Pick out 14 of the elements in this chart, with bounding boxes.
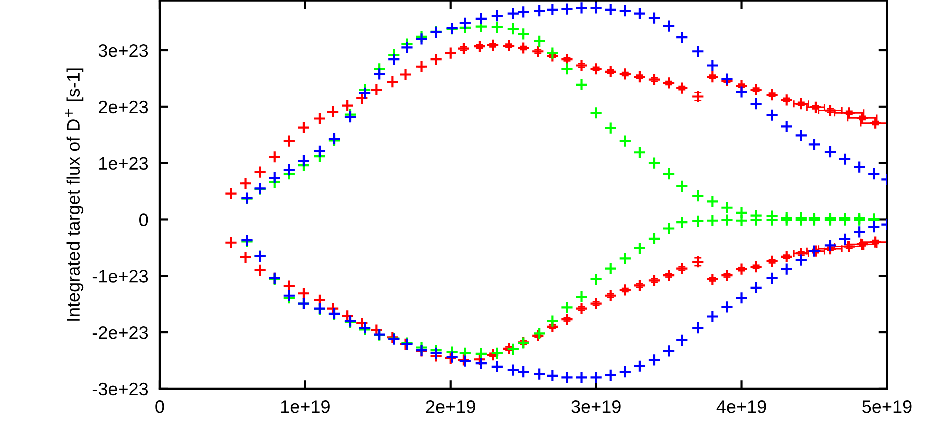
y-tick-label: 0 xyxy=(140,214,148,226)
x-tick-label: 4e+19 xyxy=(716,400,766,414)
x-tick-label: 3e+19 xyxy=(572,400,621,414)
x-tick-label: 1e+19 xyxy=(281,400,330,414)
x-tick-label: 0 xyxy=(156,400,164,414)
y-tick-label: -2e+23 xyxy=(92,326,148,340)
x-tick-label: 5e+19 xyxy=(862,400,912,414)
y-axis-title: Integrated target flux of D$^{+}$ [s-1] xyxy=(65,68,84,321)
y-tick-label: 2e+23 xyxy=(99,100,148,114)
y-tick-label: -1e+23 xyxy=(92,270,148,283)
x-tick-label: 2e+19 xyxy=(426,400,476,414)
y-tick-label: 1e+23 xyxy=(100,157,148,170)
y-tick-label: 3e+23 xyxy=(98,44,148,58)
y-tick-label: -3e+23 xyxy=(92,382,148,396)
